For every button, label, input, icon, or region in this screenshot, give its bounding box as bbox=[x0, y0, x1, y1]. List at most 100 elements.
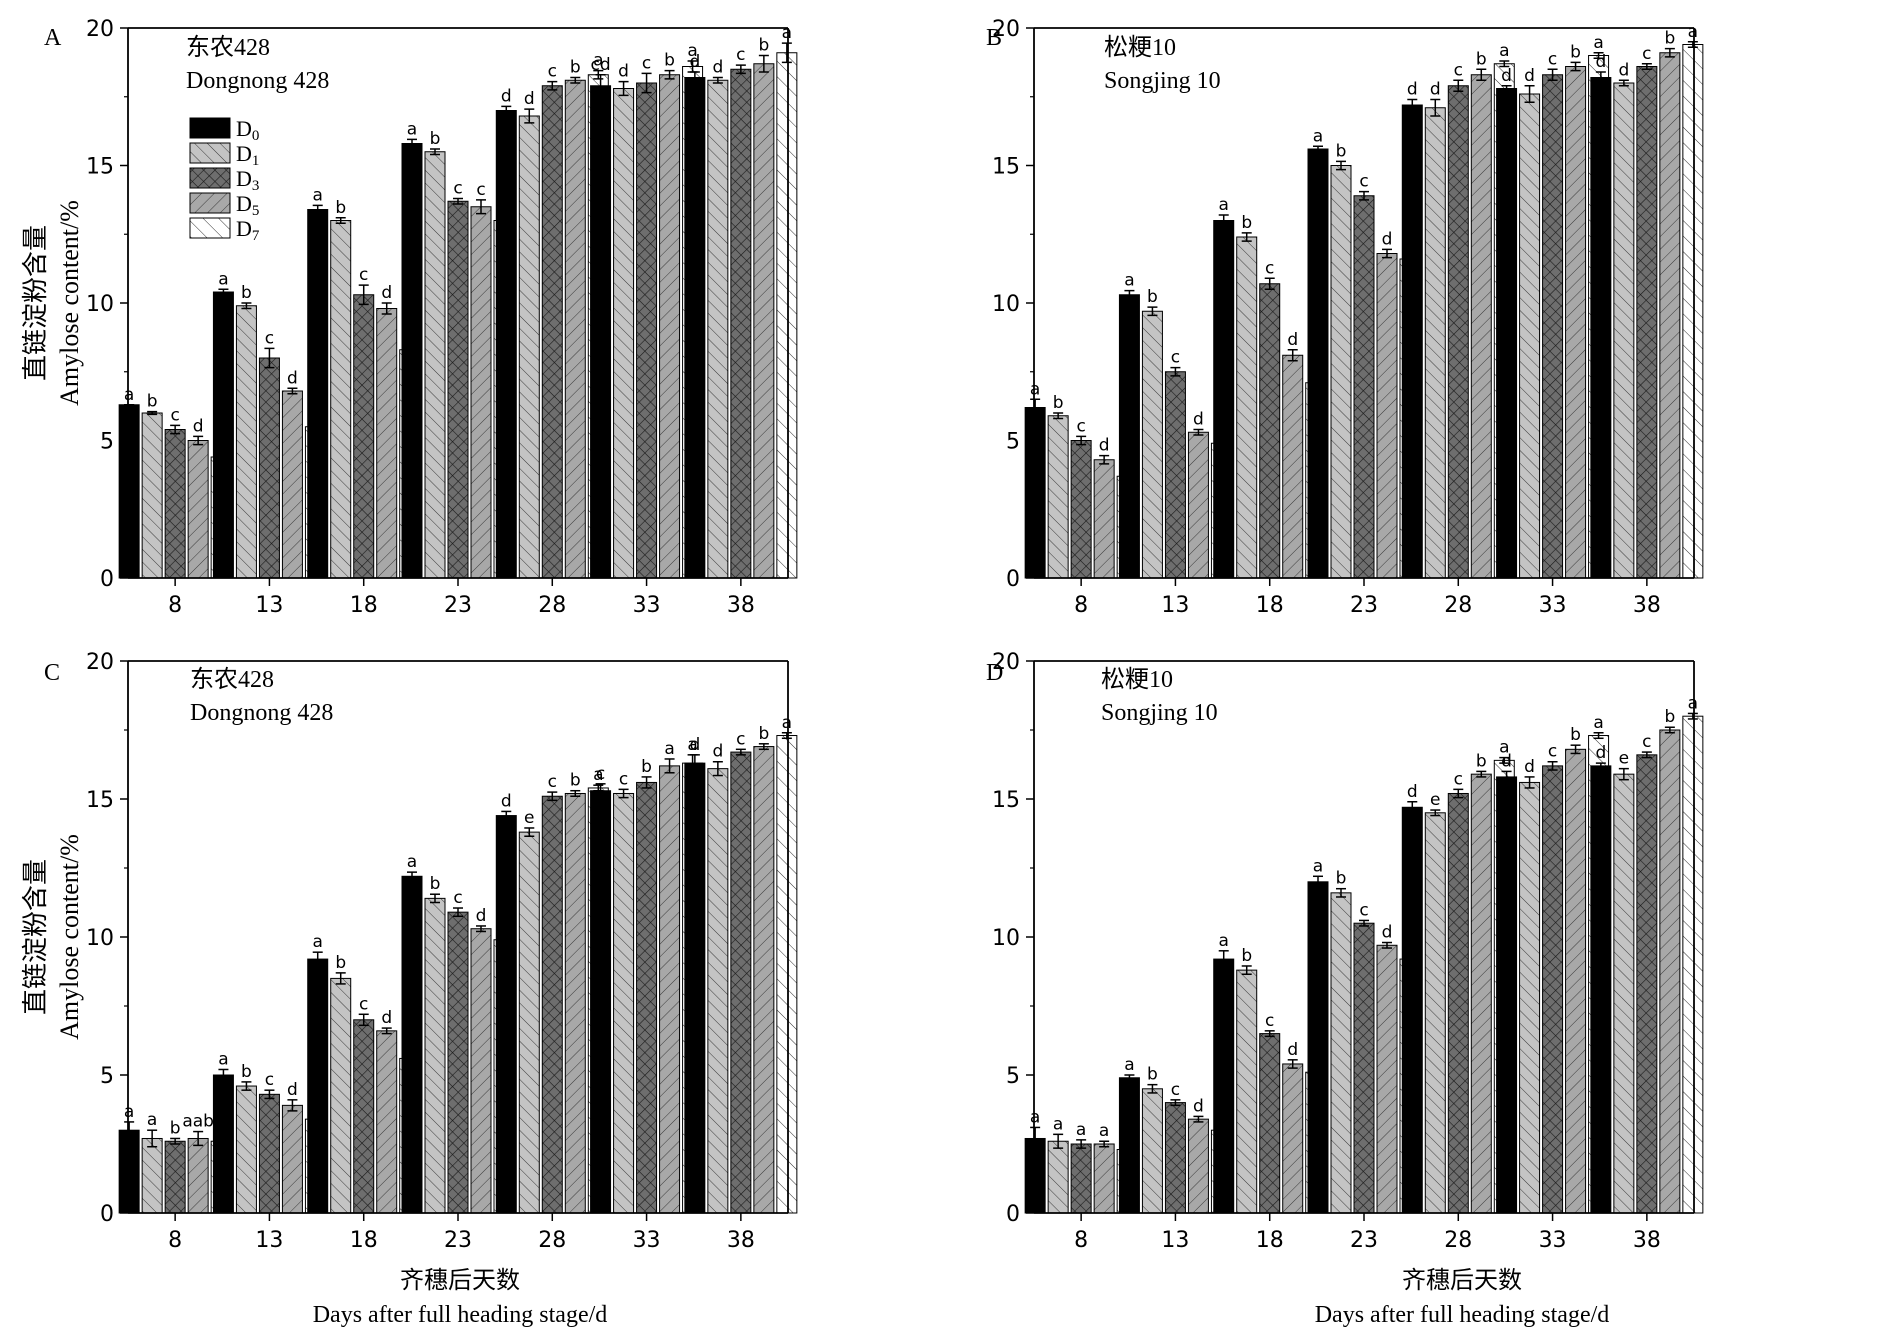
significance-letter: b bbox=[147, 392, 158, 412]
significance-letter: c bbox=[596, 764, 605, 784]
significance-letter: a bbox=[1053, 1114, 1063, 1134]
significance-letter: c bbox=[642, 53, 651, 73]
significance-letter: a bbox=[1593, 713, 1603, 733]
significance-letter: c bbox=[476, 180, 485, 200]
significance-letter: a bbox=[664, 739, 674, 759]
significance-letter: b bbox=[1053, 393, 1064, 413]
significance-letter: b bbox=[641, 757, 652, 777]
variety-name-en: Dongnong 428 bbox=[190, 700, 333, 726]
significance-letter: a bbox=[1313, 126, 1323, 146]
x-label-en-left: Days after full heading stage/d bbox=[313, 1302, 608, 1328]
significance-letter: a bbox=[218, 1049, 228, 1069]
variety-name-cn: 东农428 bbox=[186, 34, 270, 61]
significance-letter: b bbox=[1241, 213, 1252, 233]
y-tick-label: 15 bbox=[992, 788, 1020, 813]
bar bbox=[707, 768, 729, 1214]
y-tick-label: 0 bbox=[1006, 1202, 1020, 1227]
y-tick-label: 20 bbox=[86, 17, 114, 42]
x-tick-label: 18 bbox=[1256, 1228, 1284, 1253]
bar bbox=[518, 831, 540, 1214]
y-tick-label: 10 bbox=[992, 292, 1020, 317]
significance-letter: b bbox=[241, 283, 252, 303]
x-tick-label: 23 bbox=[444, 1228, 472, 1253]
legend-label: D7 bbox=[236, 216, 260, 244]
bar bbox=[1590, 77, 1612, 579]
bar bbox=[330, 220, 352, 579]
significance-letter: d bbox=[1099, 436, 1110, 456]
bar bbox=[1590, 765, 1612, 1214]
significance-letter: d bbox=[1407, 80, 1418, 100]
significance-letter: d bbox=[1407, 782, 1418, 802]
x-tick-label: 33 bbox=[633, 1228, 661, 1253]
y-tick-label: 20 bbox=[992, 650, 1020, 675]
significance-letter: d bbox=[501, 791, 512, 811]
significance-letter: c bbox=[1359, 172, 1368, 192]
variety-name-en: Dongnong 428 bbox=[186, 68, 329, 94]
significance-letter: b bbox=[1147, 1065, 1158, 1085]
significance-letter: d bbox=[712, 58, 723, 78]
bar bbox=[776, 735, 798, 1214]
bar bbox=[1141, 1088, 1163, 1214]
significance-letter: d bbox=[524, 89, 535, 109]
significance-letter: d bbox=[1524, 66, 1535, 86]
significance-letter: d bbox=[476, 906, 487, 926]
significance-letter: c bbox=[548, 772, 557, 792]
bar bbox=[1613, 82, 1635, 579]
significance-letter: c bbox=[265, 328, 274, 348]
significance-letter: a bbox=[687, 41, 697, 61]
bar bbox=[1519, 93, 1541, 579]
y-tick-label: 10 bbox=[992, 926, 1020, 951]
y-tick-label: 0 bbox=[1006, 567, 1020, 592]
x-tick-label: 13 bbox=[255, 593, 283, 618]
significance-letter: c bbox=[453, 179, 462, 199]
bar bbox=[659, 765, 681, 1214]
bar bbox=[613, 792, 635, 1214]
variety-name-en: Songjing 10 bbox=[1101, 700, 1218, 726]
bar bbox=[1682, 715, 1704, 1214]
bar bbox=[1164, 1102, 1186, 1214]
bar bbox=[118, 404, 140, 579]
bar bbox=[401, 875, 423, 1214]
bar bbox=[212, 291, 234, 579]
bar bbox=[1070, 440, 1092, 579]
significance-letter: b bbox=[430, 129, 441, 149]
significance-letter: a bbox=[687, 735, 697, 755]
significance-letter: b bbox=[241, 1062, 252, 1082]
significance-letter: a bbox=[1030, 379, 1040, 399]
bar bbox=[776, 52, 798, 579]
bar bbox=[541, 795, 563, 1214]
y-tick-label: 5 bbox=[1006, 430, 1020, 455]
x-tick-label: 33 bbox=[1539, 1228, 1567, 1253]
bar bbox=[401, 143, 423, 579]
bar bbox=[1376, 944, 1398, 1214]
significance-letter: d bbox=[287, 1080, 298, 1100]
x-tick-label: 23 bbox=[444, 593, 472, 618]
significance-letter: a bbox=[313, 932, 323, 952]
bar bbox=[1565, 66, 1587, 579]
bar bbox=[590, 85, 612, 579]
y-tick-label: 0 bbox=[100, 1202, 114, 1227]
y-tick-label: 5 bbox=[100, 430, 114, 455]
bar bbox=[307, 209, 329, 579]
significance-letter: a bbox=[124, 385, 134, 405]
bar bbox=[1376, 253, 1398, 579]
bar bbox=[1496, 776, 1518, 1214]
y-label-cn: 直链淀粉含量 bbox=[21, 859, 50, 1015]
significance-letter: d bbox=[1524, 757, 1535, 777]
panel-B: Babcde8abcde13abcde18abcdd23ddcba28ddcba… bbox=[986, 17, 1704, 618]
bar bbox=[1636, 754, 1658, 1214]
x-tick-label: 23 bbox=[1350, 1228, 1378, 1253]
significance-letter: a bbox=[1593, 33, 1603, 53]
significance-letter: d bbox=[381, 1008, 392, 1028]
bar bbox=[590, 790, 612, 1214]
significance-letter: d bbox=[689, 735, 700, 755]
x-tick-label: 13 bbox=[255, 1228, 283, 1253]
significance-letter: b bbox=[758, 36, 769, 56]
bar bbox=[187, 1137, 209, 1214]
x-tick-label: 23 bbox=[1350, 593, 1378, 618]
variety-name-cn: 东农428 bbox=[190, 666, 274, 693]
bar bbox=[1282, 1063, 1304, 1214]
significance-letter: a bbox=[218, 269, 228, 289]
significance-letter: c bbox=[359, 265, 368, 285]
